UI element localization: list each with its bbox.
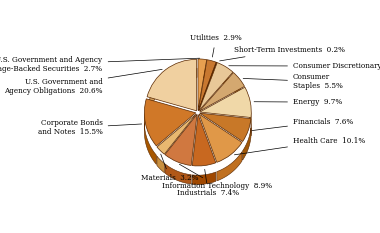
Wedge shape bbox=[199, 63, 233, 111]
Text: Health Care  10.1%: Health Care 10.1% bbox=[234, 137, 365, 155]
Text: Consumer Discretionary  5.7%: Consumer Discretionary 5.7% bbox=[229, 62, 380, 70]
Text: Materials  3.2%: Materials 3.2% bbox=[141, 154, 199, 182]
Polygon shape bbox=[217, 152, 242, 181]
Polygon shape bbox=[217, 72, 233, 91]
Text: Financials  7.6%: Financials 7.6% bbox=[252, 118, 353, 130]
Wedge shape bbox=[165, 114, 197, 165]
Polygon shape bbox=[207, 69, 216, 81]
Wedge shape bbox=[200, 87, 251, 117]
Wedge shape bbox=[144, 99, 196, 146]
Wedge shape bbox=[199, 114, 242, 162]
Wedge shape bbox=[200, 113, 251, 141]
Wedge shape bbox=[157, 114, 196, 154]
Polygon shape bbox=[216, 72, 217, 81]
Text: U.S. Government and
Agency Obligations  20.6%: U.S. Government and Agency Obligations 2… bbox=[4, 69, 162, 95]
Text: Consumer
Staples  5.5%: Consumer Staples 5.5% bbox=[243, 73, 343, 90]
Text: Energy  9.7%: Energy 9.7% bbox=[254, 98, 342, 106]
Wedge shape bbox=[198, 60, 216, 110]
Wedge shape bbox=[192, 114, 216, 166]
Wedge shape bbox=[198, 62, 217, 110]
Wedge shape bbox=[198, 59, 207, 110]
Polygon shape bbox=[243, 128, 251, 160]
Text: Short-Term Investments  0.2%: Short-Term Investments 0.2% bbox=[220, 45, 345, 61]
Wedge shape bbox=[200, 72, 244, 111]
Polygon shape bbox=[165, 164, 191, 184]
Polygon shape bbox=[192, 172, 216, 185]
Text: Industrials  7.4%: Industrials 7.4% bbox=[177, 169, 239, 197]
Polygon shape bbox=[245, 96, 251, 136]
Polygon shape bbox=[157, 156, 164, 173]
Text: Information Technology  8.9%: Information Technology 8.9% bbox=[162, 164, 272, 190]
Polygon shape bbox=[144, 108, 156, 164]
Polygon shape bbox=[147, 69, 196, 115]
Polygon shape bbox=[233, 82, 244, 105]
Polygon shape bbox=[198, 68, 207, 78]
Wedge shape bbox=[147, 59, 196, 111]
Text: Corporate Bonds
and Notes  15.5%: Corporate Bonds and Notes 15.5% bbox=[38, 119, 142, 137]
Text: U.S. Government and Agency
Mortgage-Backed Securities  2.7%: U.S. Government and Agency Mortgage-Back… bbox=[0, 56, 200, 73]
Text: Utilities  2.9%: Utilities 2.9% bbox=[190, 34, 242, 57]
